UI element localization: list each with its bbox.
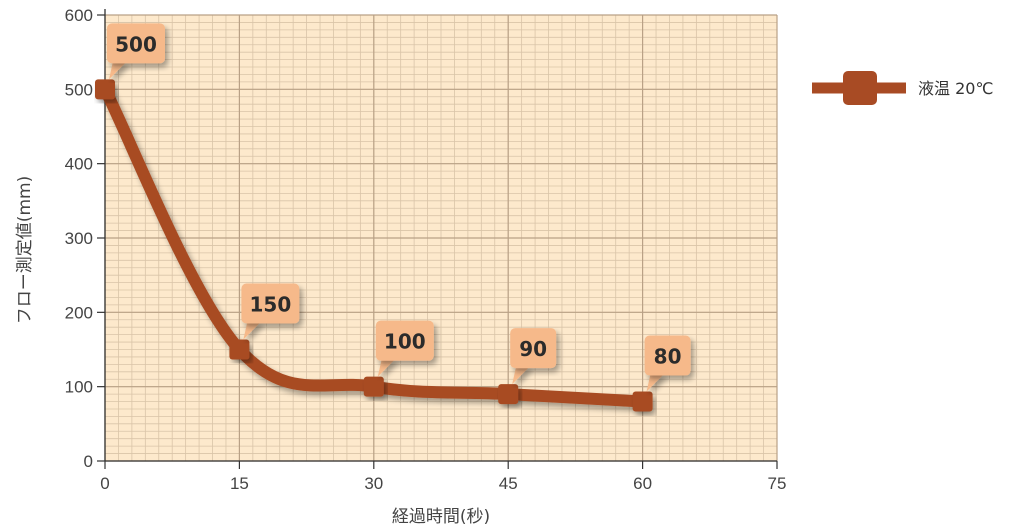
x-tick-label: 15: [230, 474, 249, 493]
y-tick-label: 500: [65, 80, 93, 99]
x-tick-label: 30: [364, 474, 383, 493]
y-tick-label: 400: [65, 155, 93, 174]
x-axis-title: 経過時間(秒): [392, 507, 490, 527]
data-point-marker: [229, 340, 249, 360]
data-point-marker: [633, 392, 653, 412]
legend: 液温 20℃: [812, 71, 993, 105]
data-label: 100: [384, 330, 426, 354]
y-axis-title: フロー測定値(mm): [15, 176, 35, 324]
y-tick-label: 100: [65, 378, 93, 397]
y-tick-label: 300: [65, 229, 93, 248]
data-point-marker: [498, 384, 518, 404]
y-tick-labels: 0 100 200 300 400 500 600: [65, 6, 93, 471]
data-label: 150: [250, 293, 292, 317]
x-tick-label: 45: [499, 474, 518, 493]
legend-entry-label: 液温 20℃: [918, 79, 993, 98]
data-label: 80: [654, 345, 682, 369]
y-tick-label: 200: [65, 303, 93, 322]
y-tick-label: 0: [84, 452, 93, 471]
data-point-marker: [364, 377, 384, 397]
x-tick-labels: 0 15 30 45 60 75: [100, 474, 786, 493]
data-label: 500: [115, 32, 157, 56]
x-tick-label: 0: [100, 474, 109, 493]
x-tick-label: 75: [768, 474, 787, 493]
y-tick-label: 600: [65, 6, 93, 25]
data-label: 90: [519, 337, 547, 361]
x-tick-label: 60: [633, 474, 652, 493]
data-point-marker: [95, 79, 115, 99]
legend-marker: [843, 71, 877, 105]
